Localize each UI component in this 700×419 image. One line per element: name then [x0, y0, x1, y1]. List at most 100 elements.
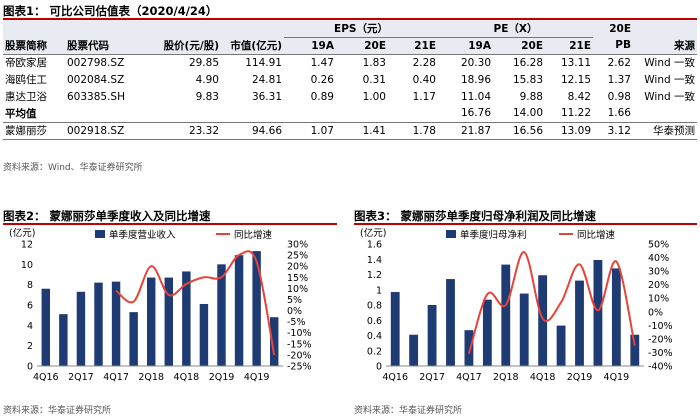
y-left-tick-label: 12 [21, 240, 33, 251]
y-right-tick-label: -20% [648, 334, 673, 345]
y-left-tick-label: 0 [27, 362, 33, 373]
cell-code: 002084.SZ [67, 73, 125, 86]
cell-eps21: 2.28 [412, 56, 436, 69]
y-right-tick-label: 40% [648, 253, 669, 264]
y-right-tick-label: -5% [287, 317, 306, 328]
cell-pb: 2.62 [607, 56, 631, 69]
bar [519, 293, 529, 366]
growth-line [115, 250, 276, 356]
y-right-tick-label: -30% [648, 348, 673, 359]
y-left-tick-label: 6 [27, 301, 33, 312]
legend-swatch-bar [95, 230, 105, 238]
growth-line [467, 251, 636, 355]
bar [76, 291, 86, 366]
cell-source: 华泰预测 [633, 121, 697, 140]
legend-label-line: 同比增速 [577, 229, 616, 241]
y-left-tick-label: 8 [27, 280, 33, 291]
cell-eps20: 1.00 [362, 90, 386, 103]
header-pe20: 20E [493, 37, 545, 55]
cell-name: 蒙娜丽莎 [3, 121, 65, 140]
bar [390, 292, 400, 366]
cell-eps19: 0.89 [310, 90, 334, 103]
y-right-tick-label: -20% [287, 350, 312, 361]
y-right-tick-label: 5% [287, 295, 302, 306]
y-left-tick-label: 2 [27, 341, 33, 352]
cell-pe20: 16.28 [512, 56, 543, 69]
cell-cap: 36.31 [251, 90, 282, 103]
bar [446, 279, 455, 366]
bar [575, 280, 584, 366]
cell-code: 002798.SZ [67, 56, 125, 69]
revenue-chart: (亿元) 0 2 4 6 8 10 12 -25%-20%-15%-10%-5%0%5%10%1… [9, 227, 312, 383]
bar [199, 303, 209, 366]
y-right-tick-label: 10% [287, 284, 308, 295]
table-row: 帝欧家居 002798.SZ 29.85 114.91 1.47 1.83 2.… [3, 54, 697, 71]
x-tick-label: 4Q17 [456, 372, 482, 383]
y-left-tick-label: 0.8 [367, 301, 382, 312]
cell-eps20: 1.83 [362, 56, 386, 69]
cell-eps21: 0.40 [412, 73, 436, 86]
table-header-row-2: 股票简称 股票代码 股价(元/股) 市值(亿元) 19A 20E 21E 19A… [3, 37, 697, 55]
bar [252, 251, 261, 366]
table-row: 海鸥住工 002084.SZ 4.90 24.81 0.26 0.31 0.40… [3, 71, 697, 88]
y-right-tick-label: -10% [287, 328, 312, 339]
cell-code: 603385.SH [67, 90, 125, 103]
header-cap: 市值(亿元) [221, 37, 284, 55]
y-left-tick-label: 4 [27, 321, 33, 332]
x-tick-label: 4Q18 [174, 372, 200, 383]
fig1-title: 图表1： 可比公司估值表（2020/4/24） [3, 4, 218, 18]
header-price: 股价(元/股) [153, 37, 221, 55]
y-right-tick-label: 25% [287, 251, 308, 262]
header-eps20: 20E [336, 37, 388, 55]
cell-pe21: 13.11 [560, 56, 591, 69]
y-right-tick-label: -15% [287, 339, 312, 350]
x-tick-label: 4Q19 [604, 372, 630, 383]
cell-pb: 1.37 [607, 73, 631, 86]
x-tick-label: 4Q17 [103, 372, 129, 383]
y-left-tick-label: 1.2 [367, 270, 382, 281]
cell-eps20: 0.31 [362, 73, 386, 86]
bar [146, 277, 156, 366]
fig1-source: 资料来源：Wind、华泰证券研究所 [3, 163, 143, 173]
bar [234, 255, 244, 366]
profit-chart: (亿元) 0 0.2 0.4 0.6 0.8 1 1.2 1.4 1.6 -40% -30% -20% -… [360, 227, 673, 383]
bar [611, 268, 621, 366]
x-tick-label: 2Q17 [68, 372, 94, 383]
cell-name: 海鸥住工 [5, 74, 47, 86]
y-right-tick-label: -25% [287, 362, 312, 373]
cell-price: 29.85 [188, 56, 219, 69]
y-right-tick-label: 30% [648, 267, 669, 278]
y-right-tick-label: -10% [648, 321, 673, 332]
cell-pb: 1.66 [607, 107, 631, 120]
x-tick-label: 4Q18 [530, 372, 556, 383]
legend-label-line: 同比增速 [234, 229, 273, 241]
cell-name: 帝欧家居 [5, 57, 47, 70]
header-name: 股票简称 [3, 37, 65, 55]
cell-eps19: 1.07 [284, 121, 336, 140]
bar [464, 330, 474, 366]
cell-price: 9.83 [195, 90, 219, 103]
x-tick-label: 4Q16 [33, 372, 59, 383]
cell-price: 4.90 [195, 73, 219, 86]
legend-swatch-bar [446, 230, 456, 238]
bar [217, 264, 226, 366]
x-tick-label: 2Q18 [493, 372, 519, 383]
bar [129, 312, 138, 366]
cell-cap: 114.91 [245, 56, 282, 69]
legend-label-bar: 单季度营业收入 [109, 229, 176, 241]
header-pe21: 21E [545, 37, 593, 55]
bar [409, 334, 419, 366]
valuation-table: EPS（元） PE（X） 20E 股票简称 股票代码 股价(元/股) 市值(亿元… [3, 20, 697, 140]
header-eps19: 19A [284, 37, 336, 55]
header-eps21: 21E [388, 37, 438, 55]
table-header-row-1: EPS（元） PE（X） 20E [3, 20, 697, 38]
header-pe19: 19A [438, 37, 493, 55]
cell-name: 平均值 [5, 107, 37, 120]
x-tick-label: 2Q17 [419, 372, 445, 383]
cell-pe20: 14.00 [512, 107, 543, 120]
cell-pb: 0.98 [607, 90, 631, 103]
cell-eps20: 1.41 [336, 121, 388, 140]
cell-pe21: 12.15 [560, 73, 591, 86]
y-left-tick-label: 0 [376, 362, 382, 373]
cell-pe19: 21.87 [438, 121, 493, 140]
